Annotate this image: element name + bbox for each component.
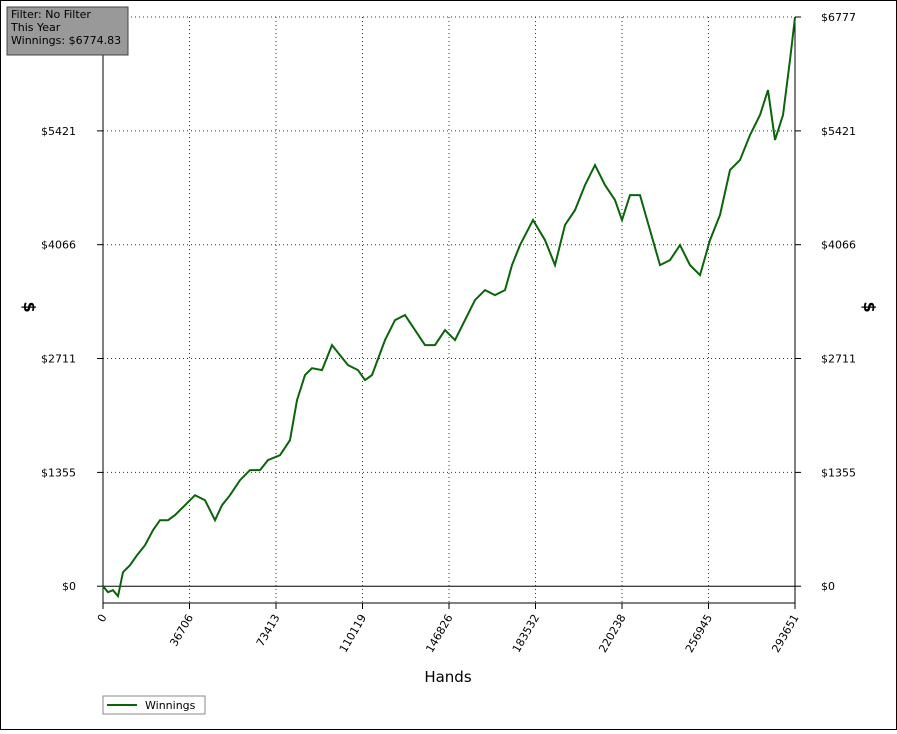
y2-tick-label: $2711 [821,353,856,366]
y2-tick-label: $1355 [821,466,856,479]
y2-tick-label: $4066 [821,239,856,252]
y-tick-label: $4066 [41,239,76,252]
y-tick-label: $2711 [41,353,76,366]
info-text: This Year [10,21,61,34]
y-tick-label: $1355 [41,466,76,479]
y2-axis-label: $ [860,301,879,312]
y-tick-label: $0 [62,580,76,593]
legend [102,695,206,715]
y-tick-label: $5421 [41,125,76,138]
info-text: Filter: No Filter [11,8,91,21]
legend-label: Winnings [145,699,196,712]
info-box [6,6,129,56]
y-axis-label: $ [20,301,39,312]
y2-tick-label: $6777 [821,11,856,24]
y2-tick-label: $0 [821,580,835,593]
line-series [102,17,796,599]
x-axis-label: Hands [424,668,471,686]
info-text: Winnings: $6774.83 [11,34,121,47]
y2-tick-label: $5421 [821,125,856,138]
